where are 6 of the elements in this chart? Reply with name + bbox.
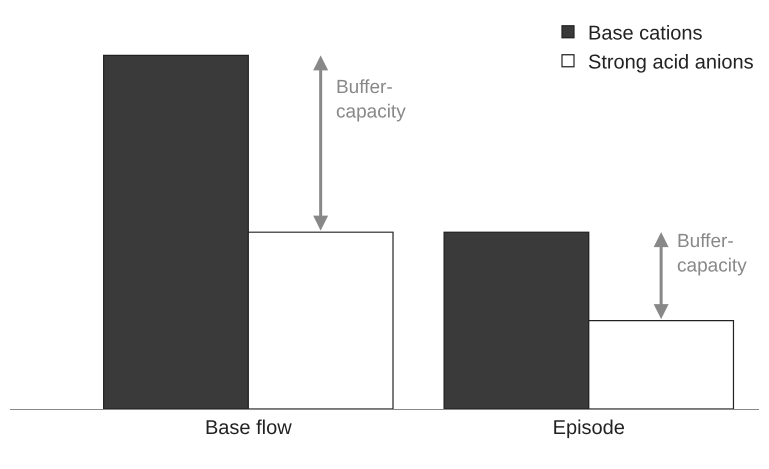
legend-label: Strong acid anions bbox=[588, 52, 754, 74]
legend-label: Base cations bbox=[588, 22, 703, 45]
x-tick-label: Base flow bbox=[204, 417, 292, 439]
annotation: Buffer- capacity bbox=[336, 77, 406, 123]
x-tick-label: Episode bbox=[552, 417, 625, 439]
annotation: Buffer- capacity bbox=[677, 231, 748, 277]
